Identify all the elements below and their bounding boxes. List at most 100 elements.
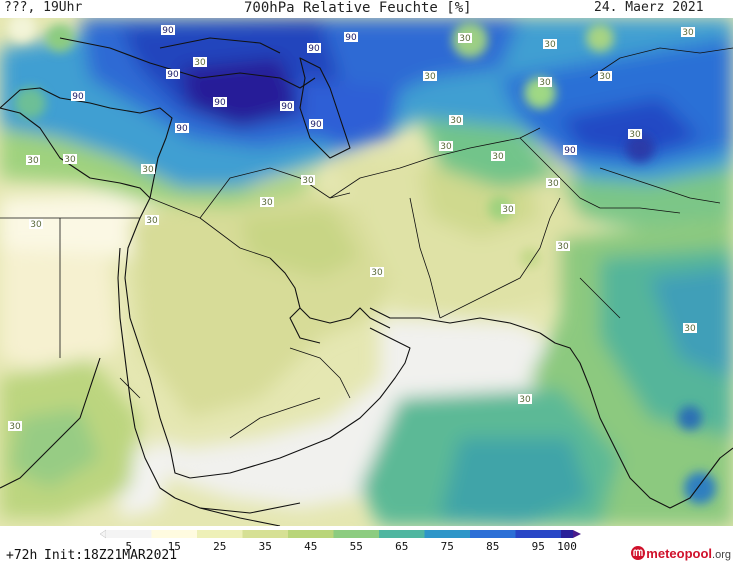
colorbar-tick-label: 15	[168, 540, 181, 552]
contour-label-bg	[543, 39, 557, 49]
contour-label-bg	[260, 197, 274, 207]
forecast-hour: +72h	[6, 548, 38, 563]
contour-labels: 90 90 90 90 90 90 90 90 90 90 30 30 30 30 30 30 30 30 30 30…	[8, 25, 697, 432]
colorbar-segment	[333, 530, 380, 538]
contour-label-bg	[309, 119, 323, 129]
colorbar: 5 15 25 35 45 55 65 75 85 95 100	[100, 529, 581, 552]
contour-label: 30	[142, 165, 154, 175]
contour-label-bg	[449, 115, 463, 125]
humidity-map: 90 90 90 90 90 90 90 90 90 90 30 30 30 30 30 30 30 30 30 30…	[0, 18, 733, 526]
contour-label: 30	[492, 152, 504, 162]
colorbar-tick-label: 85	[486, 540, 499, 552]
contour-label-bg	[213, 97, 227, 107]
contour-label-bg	[439, 141, 453, 151]
contour-label-bg	[628, 129, 642, 139]
contour-label: 30	[302, 176, 314, 186]
valid-date-label: 24. Maerz 2021	[594, 0, 704, 15]
meteopool-logo-icon	[631, 546, 646, 560]
colorbar-segment	[106, 530, 152, 538]
contour-label: 30	[557, 242, 569, 252]
contour-label: 30	[371, 268, 383, 278]
contour-label-bg	[370, 267, 384, 277]
contour-label-bg	[423, 71, 437, 81]
init-time: Init:18Z21MAR2021	[44, 548, 178, 563]
contour-label: 30	[450, 116, 462, 126]
colorbar-tick-label: 35	[259, 540, 272, 552]
contour-label-bg	[193, 57, 207, 67]
colorbar-tick-label: 25	[213, 540, 226, 552]
humidity-field	[0, 18, 733, 526]
meteopool-logo-text: meteopool.org	[646, 546, 731, 561]
contour-label: 90	[72, 92, 84, 102]
colorbar-tick-label: 95	[532, 540, 545, 552]
meteopool-logo[interactable]: meteopool.org	[630, 544, 731, 562]
contour-label-bg	[598, 71, 612, 81]
contour-label: 90	[176, 124, 188, 134]
contour-label-bg	[166, 69, 180, 79]
logo-suffix: .org	[712, 548, 731, 561]
contour-label-bg	[301, 175, 315, 185]
contour-label: 30	[539, 78, 551, 88]
contour-label: 30	[682, 28, 694, 38]
contour-label: 90	[310, 120, 322, 130]
contour-label-bg	[307, 43, 321, 53]
colorbar-start-arrow	[100, 529, 107, 539]
contour-label-bg	[63, 154, 77, 164]
colorbar-segment	[197, 530, 243, 538]
colorbar-tick-label: 100	[557, 540, 577, 552]
contour-label: 30	[502, 205, 514, 215]
colorbar-tick-label: 45	[304, 540, 317, 552]
contour-label-bg	[556, 241, 570, 251]
contour-label: 30	[64, 155, 76, 165]
map-title: 700hPa Relative Feuchte [%]	[244, 0, 472, 16]
colorbar-tick-label: 55	[350, 540, 363, 552]
contour-label-bg	[161, 25, 175, 35]
contour-label-bg	[8, 421, 22, 431]
contour-label: 30	[547, 179, 559, 189]
contour-label-bg	[683, 323, 697, 333]
contour-label: 30	[9, 422, 21, 432]
contour-label: 30	[424, 72, 436, 82]
valid-time-label: ???, 19Uhr	[4, 0, 83, 15]
contour-label-bg	[344, 32, 358, 42]
contour-label: 30	[27, 156, 39, 166]
contour-label: 90	[281, 102, 293, 112]
header-bar: ???, 19Uhr 700hPa Relative Feuchte [%] 2…	[0, 0, 733, 18]
contour-label: 90	[564, 146, 576, 156]
colorbar-segment	[151, 530, 198, 538]
contour-label-bg	[518, 394, 532, 404]
contour-label: 30	[599, 72, 611, 82]
logo-name: meteopool	[646, 545, 713, 561]
contour-label-bg	[491, 151, 505, 161]
contour-label-bg	[563, 145, 577, 155]
contour-label: 30	[684, 324, 696, 334]
contour-label-bg	[71, 91, 85, 101]
footer-bar: 5 15 25 35 45 55 65 75 85 95 100 +72h Init:18Z21MA…	[0, 526, 733, 566]
contour-label-bg	[546, 178, 560, 188]
contour-label: 30	[194, 58, 206, 68]
colorbar-tick-label: 65	[395, 540, 408, 552]
contour-label: 90	[167, 70, 179, 80]
contour-label-bg	[458, 33, 472, 43]
colorbar-segment	[242, 530, 289, 538]
contour-label: 30	[440, 142, 452, 152]
contour-label-bg	[175, 123, 189, 133]
contour-label: 30	[459, 34, 471, 44]
contour-label-bg	[145, 215, 159, 225]
contour-label: 90	[162, 26, 174, 36]
coastlines	[0, 37, 733, 526]
colorbar-tick-label: 75	[441, 540, 454, 552]
humidity-detail	[8, 18, 716, 504]
contour-label: 30	[629, 130, 641, 140]
contour-label-bg	[538, 77, 552, 87]
contour-label: 90	[308, 44, 320, 54]
colorbar-segment	[515, 530, 562, 538]
colorbar-tick-label: 5	[125, 540, 132, 552]
contour-label: 90	[214, 98, 226, 108]
contour-label: 30	[261, 198, 273, 208]
contour-label: 30	[146, 216, 158, 226]
colorbar-segment	[288, 530, 334, 538]
contour-label-bg	[501, 204, 515, 214]
contour-label-bg	[26, 155, 40, 165]
colorbar-segment	[424, 530, 471, 538]
